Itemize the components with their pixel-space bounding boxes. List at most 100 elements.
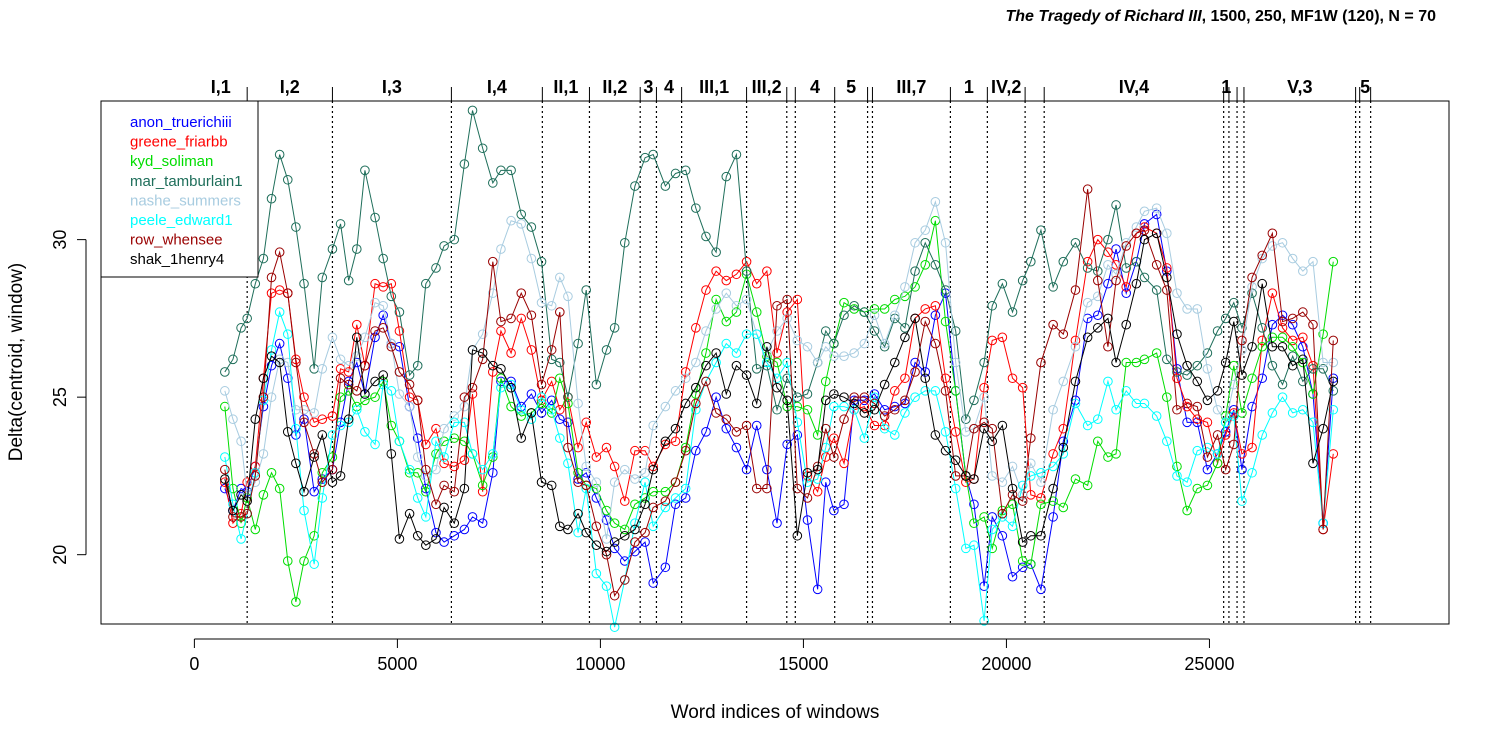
data-point	[439, 452, 449, 462]
data-point	[879, 423, 890, 434]
data-point	[536, 477, 547, 488]
data-point	[1025, 256, 1036, 267]
data-point	[950, 326, 961, 336]
data-point	[1202, 452, 1213, 462]
data-point	[581, 417, 591, 428]
data-point	[394, 307, 405, 317]
data-point	[1298, 307, 1308, 317]
data-point	[987, 524, 998, 535]
data-point	[1007, 307, 1018, 317]
data-point	[1257, 335, 1268, 346]
data-point	[516, 209, 527, 220]
data-point	[670, 423, 681, 434]
data-point	[1111, 244, 1121, 254]
data-point	[299, 486, 309, 497]
data-point	[849, 348, 859, 358]
data-point	[751, 398, 762, 409]
data-point	[1237, 464, 1247, 475]
data-point	[839, 392, 849, 402]
data-point	[731, 269, 742, 280]
data-point	[459, 524, 470, 535]
data-point	[1192, 401, 1203, 412]
data-point	[1092, 291, 1103, 302]
data-point	[889, 430, 900, 440]
data-point	[1111, 269, 1121, 280]
data-point	[1058, 502, 1069, 513]
data-point	[1308, 389, 1318, 399]
data-point	[266, 272, 277, 283]
data-point	[930, 197, 941, 207]
data-point	[711, 348, 721, 358]
data-point	[1172, 404, 1182, 415]
data-point	[701, 360, 711, 371]
data-point	[274, 149, 285, 160]
data-point	[670, 493, 681, 503]
data-point	[1277, 341, 1288, 352]
data-point	[1237, 496, 1247, 506]
data-point	[920, 260, 931, 270]
data-point	[782, 313, 792, 324]
data-point	[601, 515, 612, 525]
data-point	[879, 338, 890, 349]
data-point	[820, 341, 831, 352]
data-point	[1162, 392, 1172, 402]
data-point	[431, 449, 441, 459]
data-point	[1025, 471, 1036, 481]
data-point	[601, 581, 612, 591]
data-point	[660, 496, 671, 506]
data-point	[386, 278, 397, 289]
data-point	[343, 360, 354, 371]
data-point	[394, 389, 405, 399]
data-point	[266, 467, 277, 478]
data-point	[1220, 464, 1231, 475]
data-point	[1131, 222, 1142, 232]
data-point	[506, 382, 516, 393]
scene-label: 5	[846, 77, 856, 97]
scene-label: I,1	[211, 77, 231, 97]
data-point	[591, 477, 602, 488]
data-point	[930, 300, 941, 311]
data-point	[640, 499, 650, 510]
data-point	[731, 149, 742, 160]
data-point	[1058, 329, 1069, 339]
data-point	[1287, 313, 1298, 324]
scene-label: IV,4	[1119, 77, 1149, 97]
data-point	[741, 294, 752, 305]
data-point	[274, 307, 285, 317]
data-point	[802, 515, 813, 525]
scene-label: III,7	[896, 77, 926, 97]
data-point	[987, 471, 998, 481]
data-point	[648, 420, 658, 431]
data-point	[1036, 477, 1046, 488]
data-point	[274, 483, 285, 494]
data-point	[721, 275, 732, 286]
data-point	[477, 329, 488, 339]
data-point	[839, 401, 849, 412]
data-point	[506, 348, 516, 358]
data-point	[467, 449, 478, 459]
data-point	[979, 382, 989, 393]
data-point	[266, 345, 277, 355]
data-point	[762, 483, 772, 494]
data-point	[449, 518, 460, 528]
data-point	[721, 171, 732, 182]
data-point	[467, 382, 478, 393]
data-point	[648, 578, 658, 588]
y-tick-label: 20	[50, 545, 70, 565]
data-point	[721, 316, 732, 327]
data-point	[782, 357, 792, 368]
x-tick-label: 0	[189, 654, 199, 674]
data-point	[581, 527, 591, 538]
data-point	[1202, 417, 1213, 428]
data-point	[360, 389, 370, 399]
data-point	[1328, 376, 1339, 387]
data-point	[449, 417, 460, 428]
data-point	[228, 414, 238, 425]
data-point	[421, 278, 431, 289]
data-point	[506, 313, 516, 324]
data-point	[343, 379, 354, 390]
data-point	[910, 392, 920, 402]
data-point	[378, 379, 388, 390]
data-point	[563, 524, 573, 535]
scene-label: 4	[664, 77, 674, 97]
